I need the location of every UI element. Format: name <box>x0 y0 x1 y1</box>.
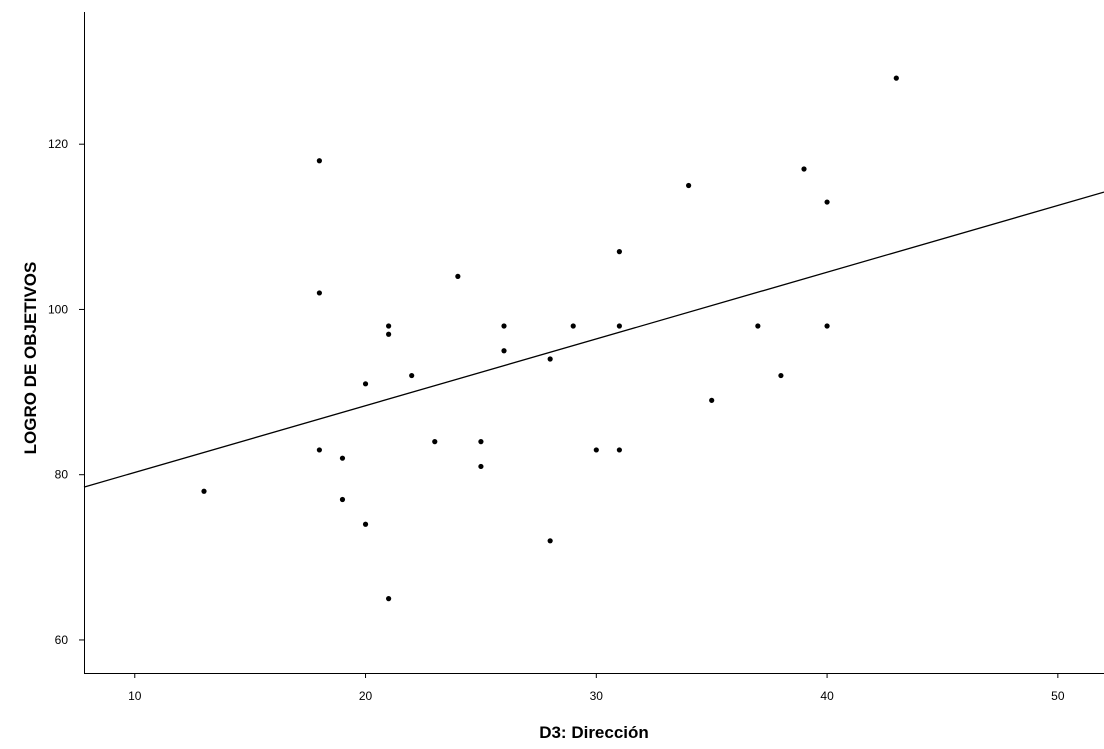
y-tick-label: 120 <box>48 137 68 151</box>
scatter-point <box>362 381 369 387</box>
scatter-point <box>686 182 692 189</box>
scatter-point <box>432 439 438 445</box>
scatter-point <box>386 596 392 602</box>
scatter-point <box>386 331 392 337</box>
scatter-point <box>409 372 415 379</box>
y-axis-ticks: 60 80 100 120 <box>48 137 84 647</box>
y-tick-label: 100 <box>48 302 68 316</box>
scatter-point <box>616 447 622 453</box>
scatter-point <box>570 323 576 329</box>
scatter-point <box>478 439 484 445</box>
scatter-point <box>893 75 899 81</box>
scatter-point <box>547 538 553 544</box>
scatter-point <box>362 521 369 527</box>
scatter-point <box>316 447 322 453</box>
scatter-point <box>778 372 784 379</box>
x-tick-label: 30 <box>590 689 604 703</box>
y-tick-label: 60 <box>55 633 69 647</box>
x-axis-ticks: 10 20 30 40 50 <box>128 673 1065 703</box>
x-axis-title: D3: Dirección <box>539 723 649 742</box>
scatter-point <box>339 455 346 461</box>
scatter-point <box>316 158 322 164</box>
scatter-point <box>593 447 599 453</box>
fit-line-group <box>83 191 1104 488</box>
scatter-point <box>709 397 715 403</box>
scatter-point <box>616 323 622 329</box>
fit-line <box>83 191 1104 488</box>
scatter-point <box>755 323 761 329</box>
scatter-point <box>501 348 507 354</box>
scatter-point <box>455 273 461 279</box>
y-axis-title: LOGRO DE OBJETIVOS <box>21 262 40 455</box>
x-tick-label: 40 <box>820 689 834 703</box>
data-points <box>201 75 899 602</box>
scatter-point <box>501 323 507 329</box>
scatter-point <box>316 290 322 296</box>
scatter-point <box>201 488 207 494</box>
x-tick-label: 50 <box>1051 689 1065 703</box>
scatter-point <box>386 323 392 329</box>
scatter-point <box>801 166 807 172</box>
x-tick-label: 10 <box>128 689 142 703</box>
scatter-point <box>339 496 346 503</box>
scatter-point <box>616 249 622 255</box>
x-tick-label: 20 <box>359 689 373 703</box>
scatter-point <box>824 199 830 205</box>
scatter-point <box>824 323 830 329</box>
scatter-point <box>547 356 553 362</box>
y-tick-label: 80 <box>55 468 69 482</box>
scatter-point <box>478 463 484 470</box>
